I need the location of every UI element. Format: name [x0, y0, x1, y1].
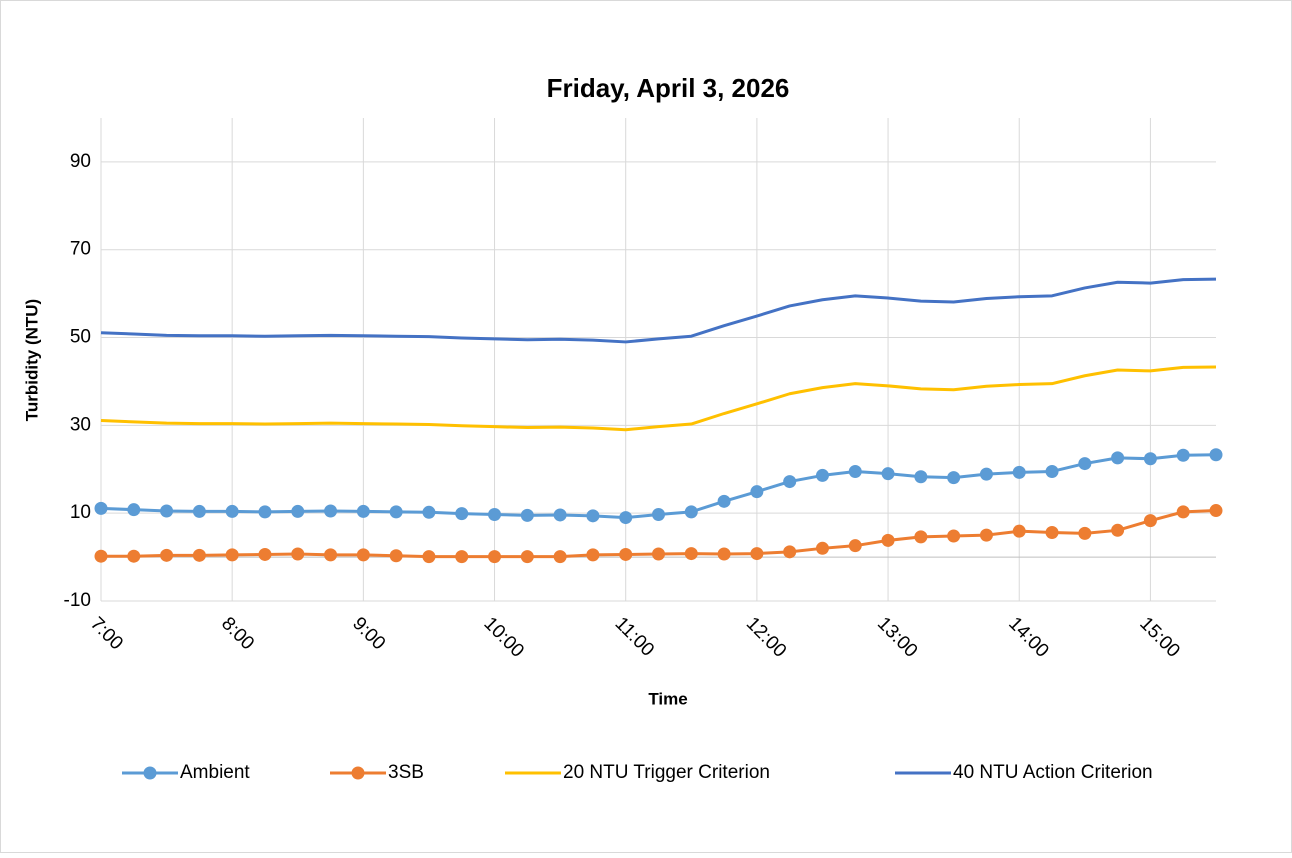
y-tick-label: 90	[70, 151, 91, 172]
legend-marker	[351, 766, 365, 780]
series-marker	[356, 548, 370, 562]
series-marker	[1078, 457, 1092, 471]
series-marker	[914, 530, 928, 544]
series-marker	[291, 547, 305, 561]
series-marker	[619, 511, 633, 525]
series-marker	[684, 547, 698, 561]
series-marker	[160, 504, 174, 518]
series-marker	[1176, 448, 1190, 462]
series-marker	[947, 471, 961, 485]
series-marker	[258, 547, 272, 561]
legend-label: 40 NTU Action Criterion	[953, 762, 1153, 783]
series-marker	[783, 475, 797, 489]
series-marker	[389, 505, 403, 519]
series-line	[100, 277, 1217, 344]
series-marker	[455, 550, 469, 564]
series-marker	[553, 508, 567, 522]
series-marker	[192, 548, 206, 562]
y-tick-label: -10	[64, 590, 91, 611]
series-marker	[815, 468, 829, 482]
series-marker	[324, 548, 338, 562]
series-marker	[422, 505, 436, 519]
series-marker	[127, 549, 141, 563]
series-marker	[225, 504, 239, 518]
y-tick-label: 30	[70, 414, 91, 435]
series-marker	[750, 485, 764, 499]
x-axis-label: Time	[648, 689, 687, 708]
series-marker	[488, 507, 502, 521]
series-marker	[356, 504, 370, 518]
series-marker	[979, 528, 993, 542]
series-marker	[1012, 524, 1026, 538]
series-marker	[881, 533, 895, 547]
series-marker	[1143, 514, 1157, 528]
series-marker	[324, 504, 338, 518]
series-marker	[914, 470, 928, 484]
series-marker	[1111, 523, 1125, 537]
series-marker	[783, 545, 797, 559]
y-tick-label: 70	[70, 239, 91, 260]
series-marker	[1209, 448, 1223, 462]
series-marker	[586, 548, 600, 562]
series-marker	[815, 541, 829, 555]
series-marker	[1209, 504, 1223, 518]
series-marker	[520, 508, 534, 522]
series-marker	[881, 467, 895, 481]
series-marker	[652, 547, 665, 561]
series-marker	[553, 550, 567, 564]
series-marker	[1078, 526, 1092, 540]
series-marker	[947, 529, 961, 543]
series-line	[100, 365, 1217, 432]
series-marker	[225, 548, 239, 562]
series-marker	[488, 550, 502, 564]
series-marker	[848, 539, 862, 553]
series-marker	[1176, 505, 1190, 519]
series-marker	[586, 509, 600, 523]
y-tick-label: 10	[70, 502, 91, 523]
series-marker	[94, 549, 108, 563]
series-marker	[389, 549, 403, 563]
series-marker	[520, 550, 534, 564]
legend-marker	[143, 766, 157, 780]
series-marker	[455, 507, 469, 521]
series-marker	[652, 507, 665, 521]
series-marker	[619, 547, 633, 561]
series-marker	[258, 505, 272, 519]
series-marker	[979, 467, 993, 481]
series-marker	[684, 505, 698, 519]
series-marker	[94, 501, 108, 515]
series-marker	[1111, 451, 1125, 465]
series-marker	[291, 504, 305, 518]
series-marker	[192, 504, 206, 518]
chart-title: Friday, April 3, 2026	[547, 73, 790, 103]
series-marker	[1045, 526, 1059, 540]
series-marker	[717, 494, 731, 508]
series-marker	[127, 503, 141, 517]
y-tick-label: 50	[70, 327, 91, 348]
y-axis-label: Turbidity (NTU)	[22, 299, 41, 421]
series-marker	[1045, 464, 1059, 478]
series-marker	[1012, 465, 1026, 479]
legend-label: 3SB	[388, 762, 424, 783]
series-marker	[1143, 452, 1157, 466]
series-marker	[717, 547, 731, 561]
legend-label: 20 NTU Trigger Criterion	[563, 762, 770, 783]
series-marker	[160, 548, 174, 562]
series-marker	[422, 550, 436, 564]
legend-label: Ambient	[180, 762, 250, 783]
series-marker	[848, 464, 862, 478]
series-marker	[750, 547, 764, 561]
